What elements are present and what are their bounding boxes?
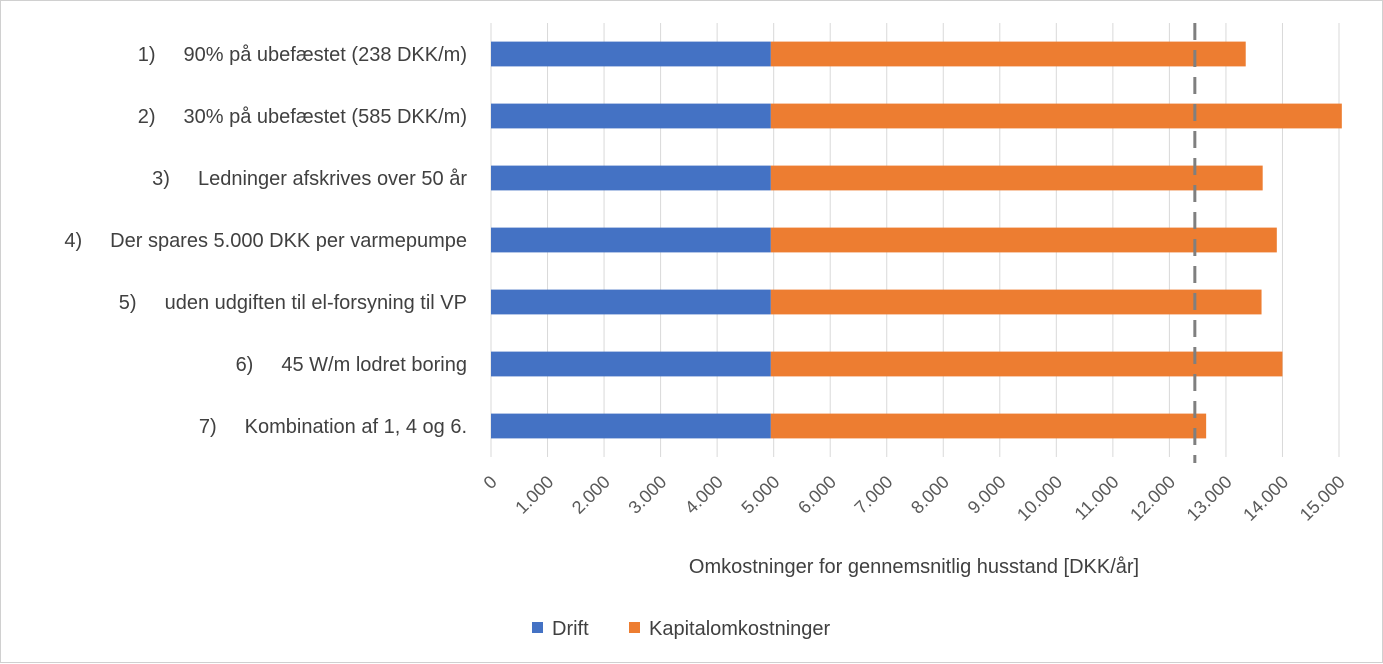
category-label: 4) Der spares 5.000 DKK per varmepumpe: [64, 230, 467, 252]
x-tick-label: 9.000: [964, 472, 1010, 518]
x-tick-label: 10.000: [1013, 472, 1066, 525]
category-label: 5) uden udgiften til el-forsyning til VP: [119, 292, 467, 314]
category-labels: 1) 90% på ubefæstet (238 DKK/m) 2) 30% på u…: [64, 44, 467, 438]
x-tick-label: 15.000: [1296, 472, 1349, 525]
category-text: 90% på ubefæstet (238 DKK/m): [184, 44, 467, 66]
bar-drift: [491, 165, 771, 191]
x-tick-label: 8.000: [907, 472, 953, 518]
x-tick-label: 3.000: [624, 472, 670, 518]
category-number: 2): [138, 106, 156, 128]
category-number: 5): [119, 292, 137, 314]
legend-swatch: [532, 622, 543, 633]
bar-drift: [491, 41, 771, 67]
category-label: 2) 30% på ubefæstet (585 DKK/m): [138, 106, 467, 128]
category-number: 4): [64, 230, 82, 252]
bar-drift: [491, 103, 771, 129]
bar-kapitalomkostninger: [770, 165, 1263, 191]
bar-kapitalomkostninger: [770, 289, 1262, 315]
category-number: 1): [138, 44, 156, 66]
bar-kapitalomkostninger: [770, 227, 1277, 253]
category-text: Der spares 5.000 DKK per varmepumpe: [110, 230, 467, 252]
legend-swatch: [629, 622, 640, 633]
category-label: 3) Ledninger afskrives over 50 år: [152, 168, 467, 190]
category-text: Ledninger afskrives over 50 år: [198, 168, 467, 190]
category-number: 3): [152, 168, 170, 190]
x-tick-labels: 0 1.000 2.000 3.000 4.000 5.000 6.000 7.000 8.00…: [480, 472, 1349, 525]
x-tick-label: 5.000: [738, 472, 784, 518]
x-tick-label: 0: [480, 472, 501, 493]
category-label: 6) 45 W/m lodret boring: [236, 354, 467, 376]
category-text: Kombination af 1, 4 og 6.: [245, 416, 467, 438]
category-number: 7): [199, 416, 217, 438]
category-text: uden udgiften til el-forsyning til VP: [165, 292, 467, 314]
bar-kapitalomkostninger: [770, 351, 1283, 377]
x-tick-label: 4.000: [681, 472, 727, 518]
category-number: 6): [236, 354, 254, 376]
x-tick-label: 12.000: [1126, 472, 1179, 525]
x-tick-label: 11.000: [1071, 472, 1123, 524]
legend-label: Drift: [552, 618, 589, 640]
bar-kapitalomkostninger: [770, 103, 1342, 129]
bar-drift: [491, 351, 771, 377]
x-tick-label: 1.000: [511, 472, 557, 518]
x-tick-label: 6.000: [794, 472, 840, 518]
legend-label: Kapitalomkostninger: [649, 618, 831, 640]
bar-drift: [491, 289, 771, 315]
x-tick-label: 13.000: [1183, 472, 1236, 525]
bar-kapitalomkostninger: [770, 413, 1207, 439]
x-axis-title: Omkostninger for gennemsnitlig husstand …: [689, 556, 1139, 578]
category-text: 30% på ubefæstet (585 DKK/m): [184, 106, 467, 128]
x-tick-label: 7.000: [851, 472, 897, 518]
bar-drift: [491, 413, 771, 439]
x-tick-label: 2.000: [568, 472, 614, 518]
bar-drift: [491, 227, 771, 253]
bar-kapitalomkostninger: [770, 41, 1246, 67]
category-text: 45 W/m lodret boring: [281, 354, 467, 376]
bars: [491, 41, 1342, 439]
x-tick-label: 14.000: [1239, 472, 1292, 525]
legend: Drift Kapitalomkostninger: [532, 618, 831, 640]
category-label: 7) Kombination af 1, 4 og 6.: [199, 416, 467, 438]
category-label: 1) 90% på ubefæstet (238 DKK/m): [138, 44, 467, 66]
